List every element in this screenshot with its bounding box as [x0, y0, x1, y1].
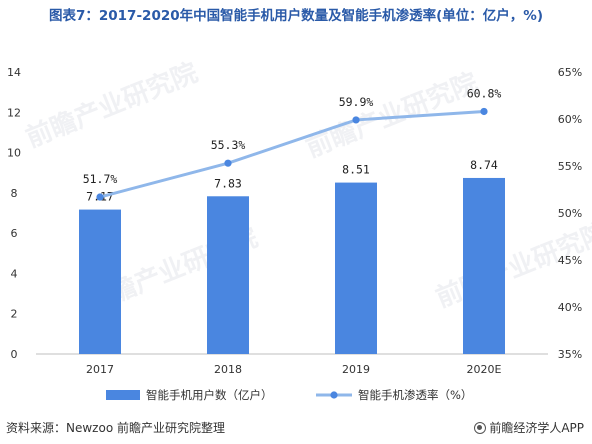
line-data-label: 59.9%	[339, 95, 374, 109]
y-right-tick-label: 35%	[558, 348, 582, 361]
bar-data-label: 8.51	[342, 163, 370, 177]
x-tick-label: 2019	[342, 363, 370, 376]
y-right-tick-label: 60%	[558, 113, 582, 126]
x-tick-label: 2020E	[467, 363, 502, 376]
y-left-tick-label: 8	[11, 187, 18, 200]
line-data-label: 60.8%	[467, 86, 502, 100]
bar	[335, 182, 377, 354]
y-left-tick-label: 4	[11, 267, 18, 280]
bar	[79, 209, 121, 354]
line-data-label: 55.3%	[211, 138, 246, 152]
y-right-tick-label: 55%	[558, 160, 582, 173]
brand-credit: 前瞻经济学人APP	[474, 419, 584, 436]
penetration-line	[99, 109, 485, 199]
x-tick-label: 2018	[214, 363, 242, 376]
y-left-tick-label: 12	[7, 106, 21, 119]
legend-bar-label: 智能手机用户数（亿户）	[146, 388, 273, 402]
source-note: 资料来源：Newzoo 前瞻产业研究院整理	[6, 421, 225, 435]
line-point	[96, 193, 104, 201]
y-left-tick-label: 2	[11, 308, 18, 321]
brand-logo-icon	[474, 421, 487, 434]
y-left-tick-label: 6	[11, 227, 18, 240]
legend-line-label: 智能手机渗透率（%）	[358, 388, 472, 402]
chart-title: 图表7：2017-2020年中国智能手机用户数量及智能手机渗透率(单位：亿户，%…	[48, 8, 543, 24]
brand-name: 前瞻经济学人APP	[489, 421, 584, 435]
bar	[207, 196, 249, 354]
legend-bar-swatch	[106, 390, 140, 400]
bar	[463, 177, 505, 354]
legend-line-marker	[330, 391, 338, 399]
line-point	[352, 116, 360, 124]
y-left-tick-label: 0	[11, 348, 18, 361]
line-point	[480, 107, 488, 116]
bar-data-label: 8.74	[470, 158, 498, 172]
y-left-tick-label: 10	[7, 147, 21, 160]
x-tick-label: 2017	[86, 363, 114, 376]
y-right-tick-label: 50%	[558, 207, 582, 220]
line-data-label: 51.7%	[83, 172, 118, 186]
y-right-tick-label: 65%	[558, 66, 582, 79]
y-right-tick-label: 45%	[558, 254, 582, 267]
bar-data-label: 7.83	[214, 176, 242, 190]
line-point	[224, 159, 232, 167]
y-right-tick-label: 40%	[558, 301, 582, 314]
y-left-tick-label: 14	[7, 66, 21, 79]
